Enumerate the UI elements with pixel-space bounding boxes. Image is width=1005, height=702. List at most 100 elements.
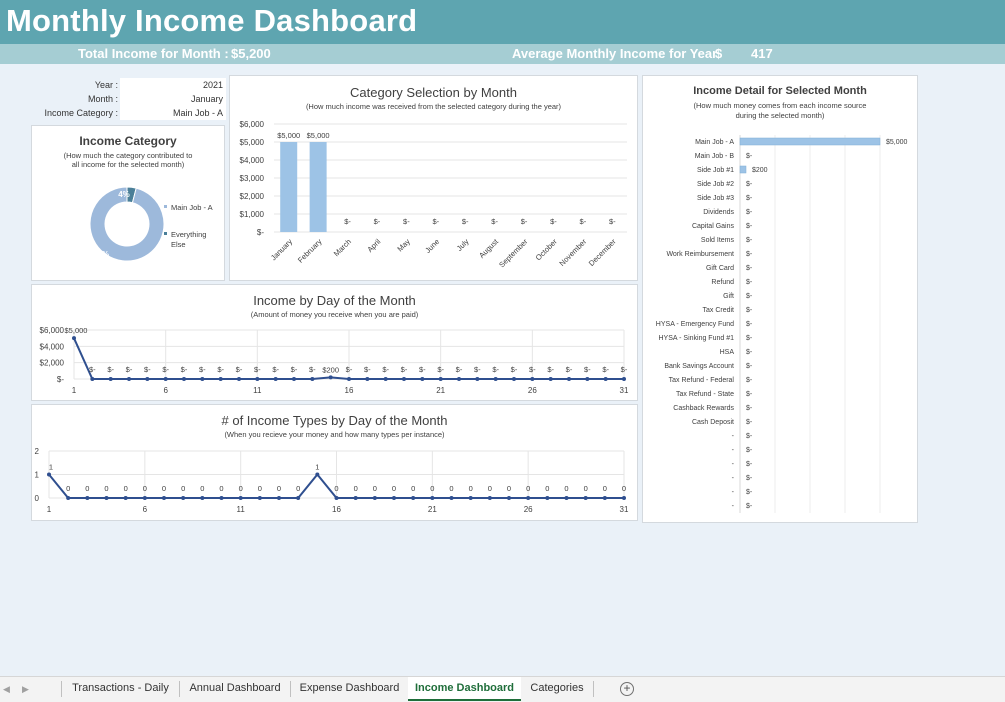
income-types-panel: # of Income Types by Day of the Month (W… (31, 404, 638, 521)
bar-data-label: $5,000 (277, 131, 300, 140)
data-point (564, 496, 569, 500)
point-data-label: $- (566, 365, 573, 374)
year-label: Year : (94, 80, 118, 90)
month-value-cell[interactable]: January (120, 92, 226, 106)
data-point (142, 496, 147, 500)
data-point (104, 496, 109, 500)
category-label: Main Job - A (695, 139, 734, 146)
data-point (257, 496, 262, 500)
point-data-label: $- (602, 365, 609, 374)
tab-transactions-daily[interactable]: Transactions - Daily (72, 682, 169, 694)
data-point (347, 377, 351, 381)
y-tick-label: $2,000 (40, 359, 65, 368)
data-point (585, 377, 590, 381)
scroll-left-icon[interactable]: ◀ (3, 684, 10, 694)
x-tick-label: May (395, 237, 412, 254)
tab-income-dashboard[interactable]: Income Dashboard (408, 677, 521, 701)
category-label: Side Job #3 (697, 195, 734, 202)
data-point (487, 496, 492, 500)
point-data-label: 0 (124, 484, 128, 493)
x-tick-label: July (455, 237, 471, 253)
category-label: Tax Refund - State (676, 391, 734, 398)
bar-data-label: $- (580, 217, 587, 226)
point-data-label: $- (309, 365, 316, 374)
income-detail-panel: Income Detail for Selected Month (How mu… (642, 75, 918, 523)
x-tick-label: 21 (428, 505, 437, 514)
income-category-title: Income Category (79, 134, 177, 148)
category-month-panel: Category Selection by Month (How much in… (229, 75, 638, 281)
point-data-label: 0 (622, 484, 626, 493)
point-data-label: 0 (526, 484, 530, 493)
tab-annual-dashboard[interactable]: Annual Dashboard (189, 682, 281, 694)
data-point (383, 377, 388, 381)
data-point (457, 377, 461, 381)
tab-expense-dashboard[interactable]: Expense Dashboard (299, 682, 400, 694)
month-label: Month : (87, 94, 118, 104)
tab-categories[interactable]: Categories (530, 682, 584, 694)
point-data-label: $- (217, 365, 224, 374)
point-data-label: $- (144, 365, 151, 374)
data-point (255, 377, 260, 381)
bar-data-label: $- (491, 217, 498, 226)
point-data-label: $- (456, 365, 463, 374)
avg-income-label: Average Monthly Income for Year (512, 46, 718, 61)
x-tick-label: 6 (163, 386, 168, 395)
category-label: Bank Savings Account (664, 363, 734, 370)
data-point (292, 377, 296, 381)
data-point (123, 496, 128, 500)
y-tick-label: $2,000 (240, 192, 265, 201)
y-tick-label: $6,000 (40, 326, 65, 335)
point-data-label: 0 (430, 484, 434, 493)
x-tick-label: October (534, 237, 560, 263)
y-tick-label: $1,000 (240, 210, 265, 219)
point-data-label: 0 (200, 484, 204, 493)
bar-data-label: $- (746, 265, 753, 272)
category-label: HYSA - Emergency Fund (656, 321, 734, 328)
y-tick-label: $- (57, 375, 64, 384)
x-tick-label: 11 (237, 505, 246, 514)
year-value-cell[interactable]: 2021 (120, 78, 226, 92)
bar-data-label: $- (521, 217, 528, 226)
point-data-label: $- (162, 365, 169, 374)
category-label: - (732, 489, 735, 496)
income-category-subtitle-1: (How much the category contributed to (63, 151, 193, 160)
data-point (392, 496, 396, 500)
y-tick-label: 0 (35, 494, 40, 503)
category-month-title: Category Selection by Month (350, 85, 517, 100)
bar-data-label: $- (746, 307, 753, 314)
point-data-label: 0 (296, 484, 300, 493)
title-bar: Monthly Income Dashboard (0, 0, 1005, 44)
point-data-label: 0 (449, 484, 453, 493)
legend-label-else-1: Everything (171, 230, 206, 239)
data-point (548, 377, 553, 381)
point-data-label: $- (511, 365, 518, 374)
point-data-label: $- (346, 365, 353, 374)
point-data-label: $- (529, 365, 536, 374)
add-sheet-icon[interactable]: + (620, 682, 634, 696)
x-tick-label: 11 (253, 386, 262, 395)
category-label: Side Job #1 (697, 167, 734, 174)
category-value-cell[interactable]: Main Job - A (120, 106, 226, 120)
category-month-subtitle: (How much income was received from the s… (305, 102, 562, 111)
y-tick-label: $6,000 (240, 120, 265, 129)
category-label: - (732, 433, 735, 440)
point-data-label: 0 (469, 484, 473, 493)
category-label: Cash Deposit (692, 419, 734, 426)
data-point (583, 496, 588, 500)
category-label: Gift (723, 293, 734, 300)
category-label: Side Job #2 (697, 181, 734, 188)
bar-data-label: $- (746, 293, 753, 300)
bar-data-label: $- (746, 405, 753, 412)
category-label: HYSA - Sinking Fund #1 (659, 335, 735, 342)
income-day-subtitle: (Amount of money you receive when you ar… (250, 310, 419, 319)
scroll-right-icon[interactable]: ▶ (22, 684, 29, 694)
x-tick-label: February (296, 237, 324, 265)
category-label: Work Reimbursement (666, 251, 734, 258)
point-data-label: $- (291, 365, 298, 374)
income-day-title: Income by Day of the Month (253, 293, 416, 308)
data-point (449, 496, 454, 500)
bar-data-label: $- (746, 195, 753, 202)
bar (739, 165, 747, 174)
data-point (334, 496, 339, 500)
bar-data-label: $- (746, 223, 753, 230)
